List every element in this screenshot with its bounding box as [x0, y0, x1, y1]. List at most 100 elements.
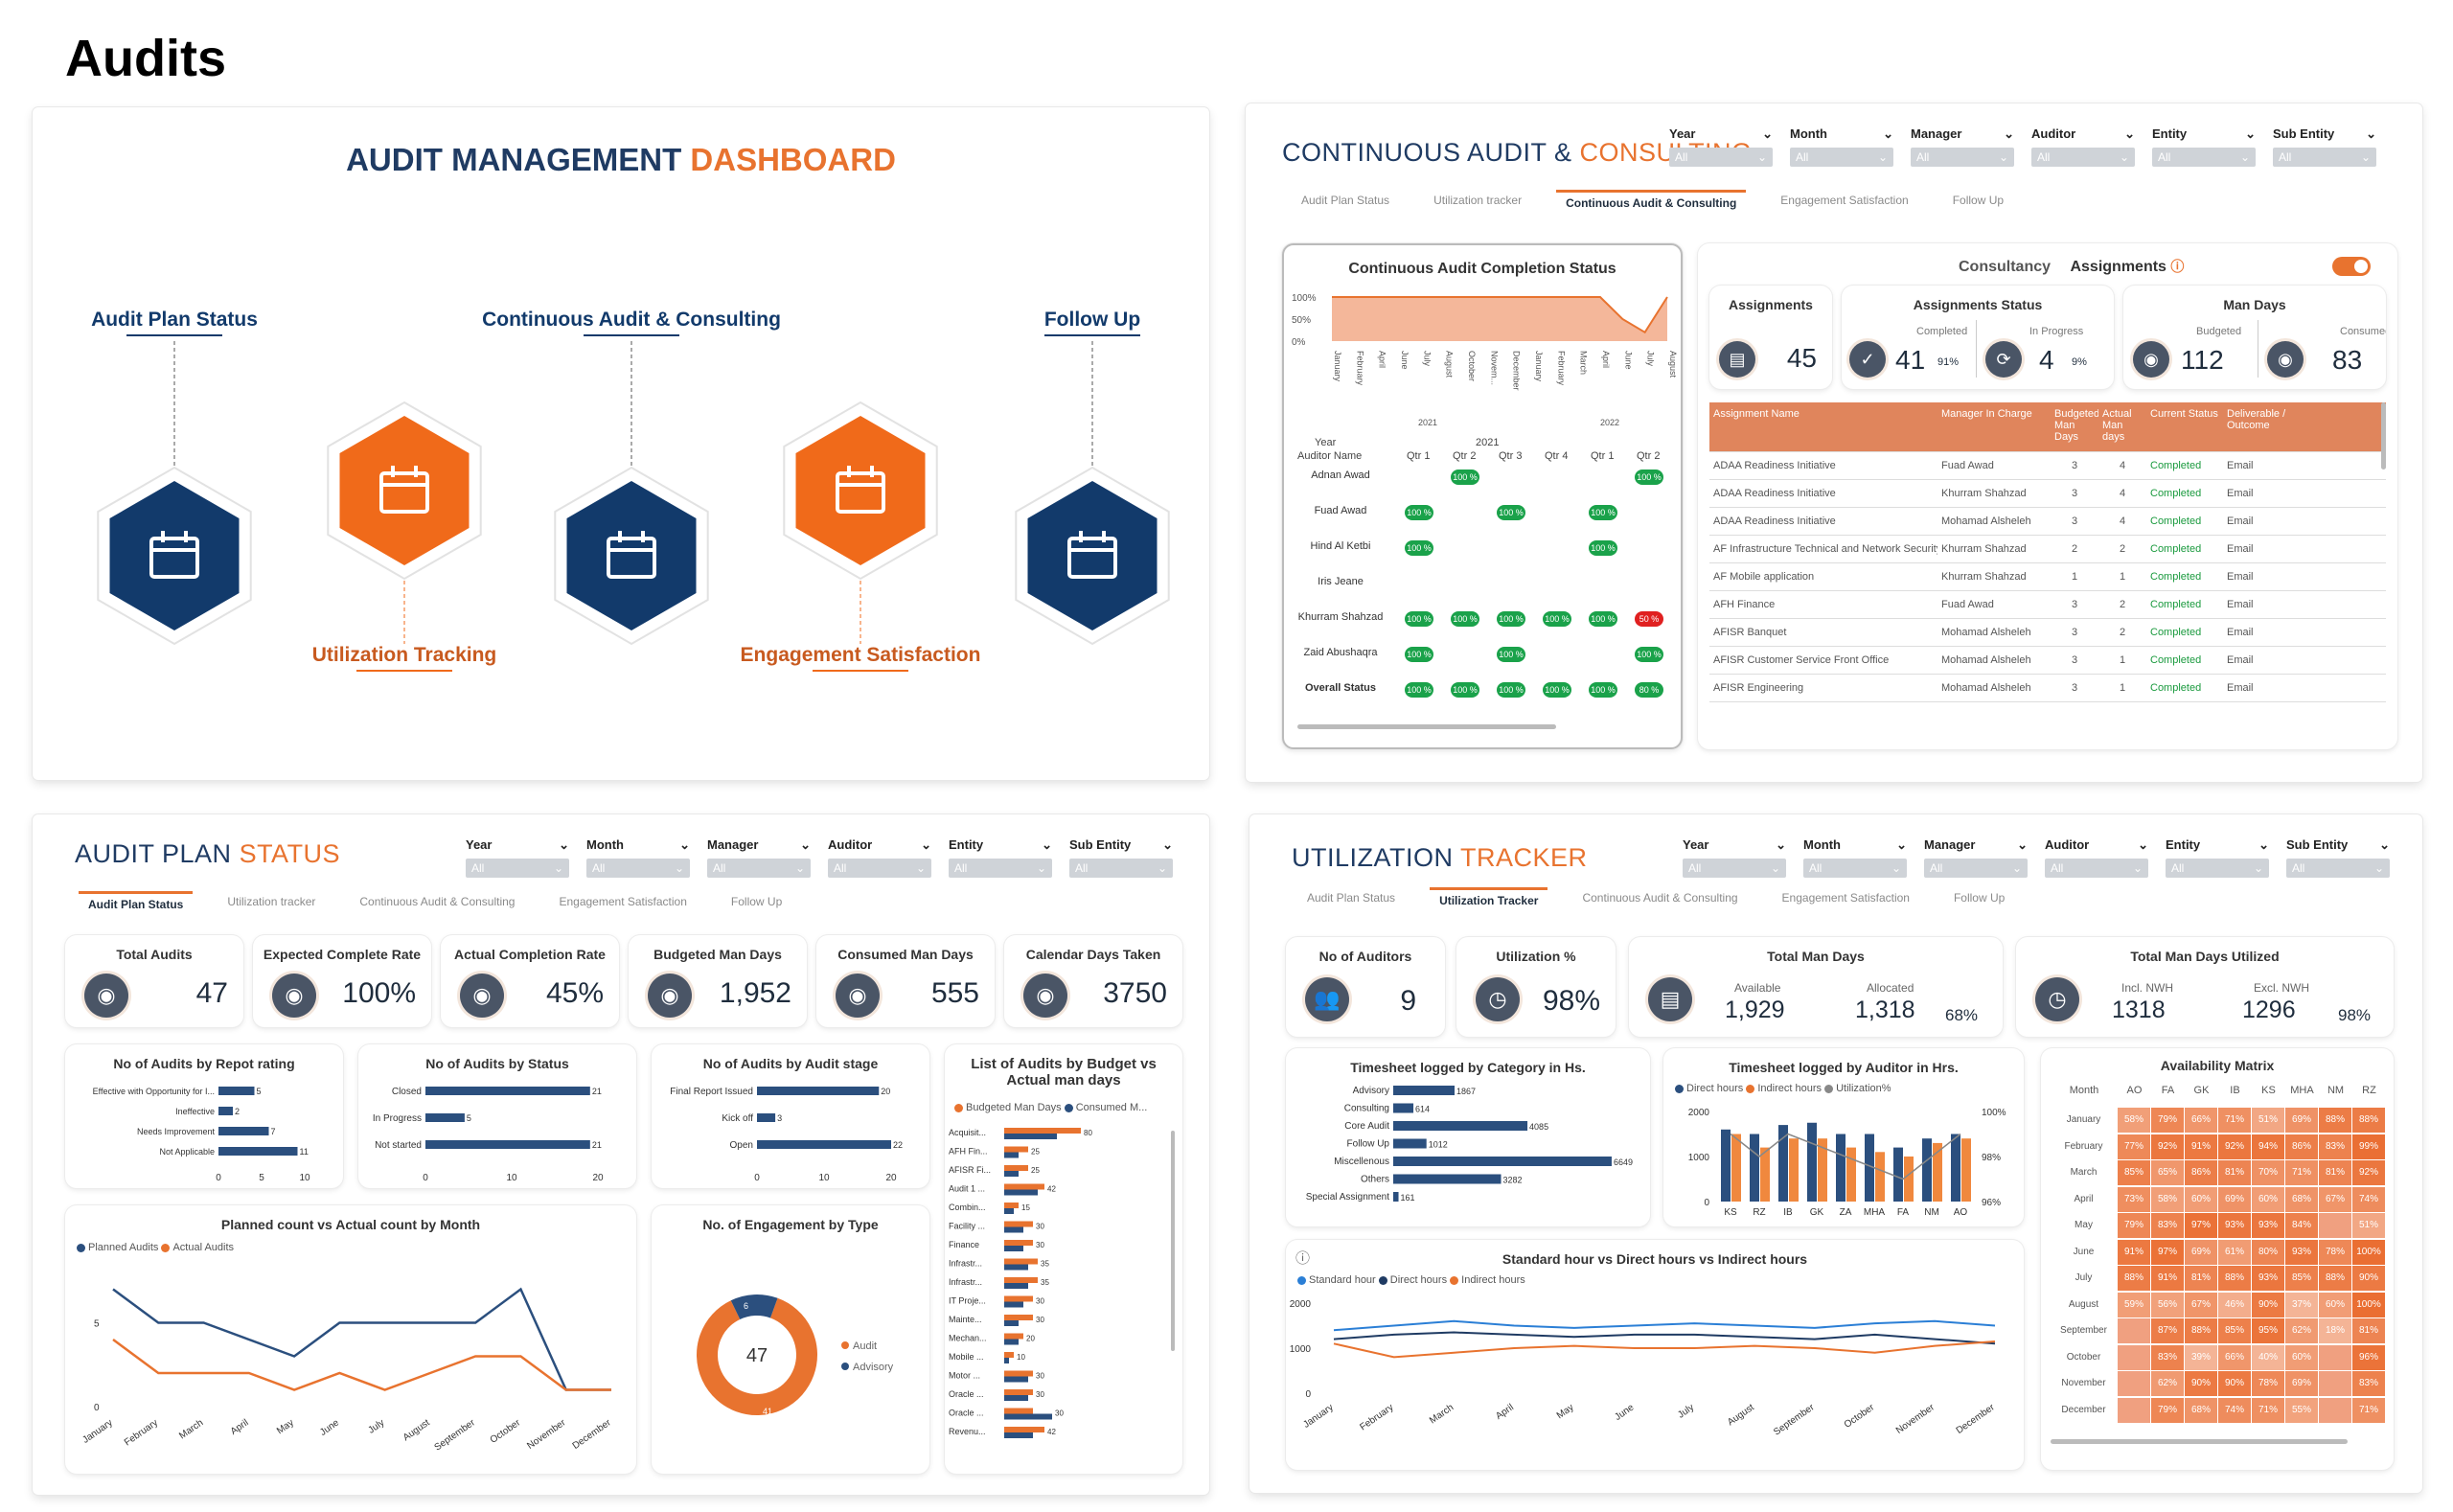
- filter-select[interactable]: All ⌄: [828, 859, 931, 878]
- scrollbar[interactable]: [1171, 1131, 1175, 1351]
- table-row[interactable]: ADAA Readiness Initiative Khurram Shahzad…: [1709, 480, 2386, 508]
- kpi-card: Total Audits ◉ 47: [65, 935, 243, 1027]
- filter-select[interactable]: All ⌄: [2031, 148, 2135, 167]
- matrix-header[interactable]: KS: [2261, 1085, 2276, 1096]
- filter-label: Year: [1683, 837, 1709, 852]
- filter-select[interactable]: All ⌄: [466, 859, 569, 878]
- tab-engagement-satisfaction[interactable]: Engagement Satisfaction: [559, 895, 687, 908]
- filter-select[interactable]: All ⌄: [1803, 859, 1907, 878]
- column-header[interactable]: Budgeted Man Days: [2054, 408, 2098, 443]
- tab-utilization-tracker[interactable]: Utilization tracker: [1433, 194, 1523, 207]
- filter-sub-entity[interactable]: Sub Entity ⌄ All ⌄: [2273, 126, 2376, 167]
- tab-engagement-satisfaction[interactable]: Engagement Satisfaction: [1781, 891, 1910, 905]
- matrix-cell: 81%: [2319, 1160, 2351, 1185]
- matrix-cell: 88%: [2185, 1318, 2217, 1343]
- filter-entity[interactable]: Entity ⌄ All ⌄: [949, 837, 1052, 878]
- column-header[interactable]: Actual Man days: [2102, 408, 2132, 443]
- tab-utilization-tracker[interactable]: Utilization tracker: [227, 895, 316, 908]
- tab-continuous-audit-consulting[interactable]: Continuous Audit & Consulting: [359, 895, 516, 908]
- filter-year[interactable]: Year ⌄ All ⌄: [466, 837, 569, 878]
- filter-entity[interactable]: Entity ⌄ All ⌄: [2166, 837, 2269, 878]
- consultancy-label[interactable]: Consultancy: [1959, 259, 2052, 275]
- table-row[interactable]: AFISR Engineering Mohamad Alsheleh 3 1 Compl…: [1709, 675, 2386, 702]
- table-cell: Email: [2227, 571, 2254, 583]
- filter-select[interactable]: All ⌄: [707, 859, 811, 878]
- filter-select[interactable]: All ⌄: [1069, 859, 1173, 878]
- horizontal-scrollbar[interactable]: [2051, 1439, 2348, 1444]
- filter-sub-entity[interactable]: Sub Entity ⌄ All ⌄: [2286, 837, 2390, 878]
- filter-select[interactable]: All ⌄: [1911, 148, 2014, 167]
- tab-audit-plan-status[interactable]: Audit Plan Status: [1301, 194, 1390, 207]
- bar: [1393, 1138, 1427, 1149]
- filter-manager[interactable]: Manager ⌄ All ⌄: [1924, 837, 2028, 878]
- tab-follow-up[interactable]: Follow Up: [1953, 891, 2006, 905]
- x-tick: AO: [1954, 1207, 1968, 1218]
- matrix-header[interactable]: NM: [2327, 1085, 2345, 1096]
- filter-auditor[interactable]: Auditor ⌄ All ⌄: [2045, 837, 2148, 878]
- column-header[interactable]: Deliverable / Outcome: [2227, 408, 2286, 431]
- matrix-cell: 81%: [2185, 1266, 2217, 1291]
- filter-select[interactable]: All ⌄: [2286, 859, 2390, 878]
- bar-consumed: [1004, 1264, 1028, 1271]
- kpi-card: Expected Complete Rate ◉ 100%: [253, 935, 431, 1027]
- table-row[interactable]: AF Infrastructure Technical and Network …: [1709, 536, 2386, 563]
- tab-engagement-satisfaction[interactable]: Engagement Satisfaction: [1780, 194, 1909, 207]
- tab-audit-plan-status[interactable]: Audit Plan Status: [1307, 891, 1396, 905]
- filter-entity[interactable]: Entity ⌄ All ⌄: [2152, 126, 2256, 167]
- table-row[interactable]: AF Mobile application Khurram Shahzad 1 1 Co…: [1709, 563, 2386, 591]
- vertical-scrollbar[interactable]: [2381, 402, 2386, 470]
- filter-select[interactable]: All ⌄: [2166, 859, 2269, 878]
- table-row[interactable]: ADAA Readiness Initiative Mohamad Alshele…: [1709, 508, 2386, 536]
- toggle-switch[interactable]: [2332, 257, 2371, 276]
- filter-select[interactable]: All ⌄: [1683, 859, 1786, 878]
- table-row[interactable]: ADAA Readiness Initiative Fuad Awad 3 4 Comp…: [1709, 452, 2386, 480]
- matrix-header[interactable]: FA: [2161, 1085, 2175, 1096]
- table-cell: Email: [2227, 599, 2254, 610]
- matrix-header[interactable]: GK: [2193, 1085, 2210, 1096]
- filter-select[interactable]: All ⌄: [586, 859, 690, 878]
- table-row[interactable]: AFH Finance Fuad Awad 3 2 Completed Email: [1709, 591, 2386, 619]
- filter-select[interactable]: All ⌄: [949, 859, 1052, 878]
- status-bar-chart: Closed 21 In Progress 5 Not started 21 0 10 20: [373, 1087, 604, 1183]
- filter-select[interactable]: All ⌄: [1924, 859, 2028, 878]
- tab-follow-up[interactable]: Follow Up: [730, 895, 783, 908]
- matrix-header[interactable]: MHA: [2290, 1085, 2314, 1096]
- filter-month[interactable]: Month ⌄ All ⌄: [586, 837, 690, 878]
- matrix-header[interactable]: IB: [2230, 1085, 2240, 1096]
- matrix-header[interactable]: Month: [2069, 1085, 2099, 1096]
- filter-auditor[interactable]: Auditor ⌄ All ⌄: [828, 837, 931, 878]
- filter-select[interactable]: All ⌄: [2152, 148, 2256, 167]
- filter-sub-entity[interactable]: Sub Entity ⌄ All ⌄: [1069, 837, 1173, 878]
- filter-select[interactable]: All ⌄: [2273, 148, 2376, 167]
- filter-select[interactable]: All ⌄: [1790, 148, 1893, 167]
- column-header[interactable]: Assignment Name: [1713, 408, 1800, 420]
- filter-select[interactable]: All ⌄: [2045, 859, 2148, 878]
- tab-continuous-audit-consulting[interactable]: Continuous Audit & Consulting: [1556, 190, 1747, 214]
- column-header[interactable]: Manager In Charge: [1941, 408, 2032, 420]
- table-row[interactable]: AFISR Banquet Mohamad Alsheleh 3 2 Completed…: [1709, 619, 2386, 647]
- data-label: 161: [1401, 1193, 1415, 1203]
- tab-follow-up[interactable]: Follow Up: [1952, 194, 2005, 207]
- budget-legend: Budgeted Man Days Consumed M...: [954, 1102, 1147, 1113]
- filter-manager[interactable]: Manager ⌄ All ⌄: [1911, 126, 2014, 167]
- table-row[interactable]: AFISR Customer Service Front Office Moham…: [1709, 647, 2386, 675]
- matrix-header[interactable]: RZ: [2362, 1085, 2376, 1096]
- filter-auditor[interactable]: Auditor ⌄ All ⌄: [2031, 126, 2135, 167]
- category-chart-card: Timesheet logged by Category in Hs. Advi…: [1286, 1048, 1650, 1226]
- matrix-header[interactable]: AO: [2126, 1085, 2143, 1096]
- column-header[interactable]: Current Status: [2150, 408, 2218, 420]
- tab-utilization-tracker[interactable]: Utilization Tracker: [1430, 887, 1548, 911]
- info-icon: ⓘ: [2170, 259, 2185, 274]
- line-legend: Planned Audits Actual Audits: [77, 1242, 234, 1253]
- filter-select[interactable]: All ⌄: [1669, 148, 1773, 167]
- horizontal-scrollbar[interactable]: [1297, 724, 1556, 729]
- assignments-label[interactable]: Assignments: [2070, 259, 2166, 275]
- tab-continuous-audit-consulting[interactable]: Continuous Audit & Consulting: [1582, 891, 1738, 905]
- filter-year[interactable]: Year ⌄ All ⌄: [1669, 126, 1773, 167]
- filter-year[interactable]: Year ⌄ All ⌄: [1683, 837, 1786, 878]
- filter-manager[interactable]: Manager ⌄ All ⌄: [707, 837, 811, 878]
- filter-month[interactable]: Month ⌄ All ⌄: [1790, 126, 1893, 167]
- matrix-cell: 88%: [2218, 1266, 2251, 1291]
- tab-audit-plan-status[interactable]: Audit Plan Status: [79, 891, 194, 915]
- filter-month[interactable]: Month ⌄ All ⌄: [1803, 837, 1907, 878]
